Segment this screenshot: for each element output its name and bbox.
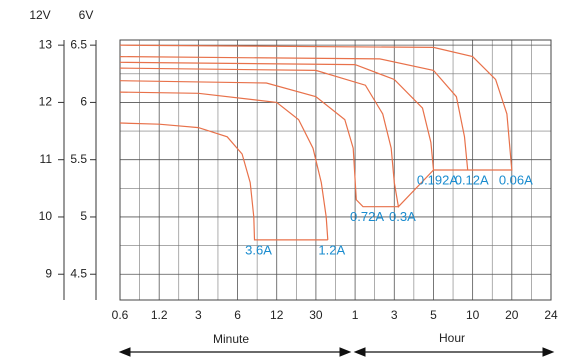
discharge-curve — [119, 67, 434, 208]
discharge-curve — [119, 44, 513, 171]
y2-tick-label: 12 — [39, 95, 53, 109]
y-tick-label: 4.5 — [70, 266, 87, 280]
hour-label: Hour — [439, 331, 465, 345]
x-tick-label: 3 — [195, 308, 202, 322]
x-tick-label: 12 — [270, 308, 284, 322]
series-label: 0.12A — [455, 172, 489, 187]
x-tick-label: 10 — [466, 308, 480, 322]
discharge-curve — [119, 91, 329, 240]
series-label: 0.06A — [499, 172, 533, 187]
y-tick-label: 5.5 — [70, 152, 87, 166]
plot-border — [119, 39, 552, 301]
x-tick-label: 24 — [544, 308, 558, 322]
x-tick-label: 30 — [309, 308, 323, 322]
series-label: 3.6A — [245, 242, 272, 257]
range-arrows — [118, 347, 555, 357]
series-label: 0.3A — [389, 209, 416, 224]
y2-tick-label: 10 — [39, 209, 53, 223]
x-tick-label: 3 — [391, 308, 398, 322]
x-tick-label: 6 — [234, 308, 241, 322]
y2-tick-label: 9 — [45, 266, 52, 280]
x-tick-label: 1.2 — [151, 308, 168, 322]
x-tick-label: 0.6 — [112, 308, 129, 322]
discharge-curve — [119, 61, 435, 171]
discharge-curve — [119, 80, 399, 208]
y-unit-label: 6V — [79, 8, 94, 22]
y2-tick-label: 11 — [40, 152, 53, 166]
series-label: 0.192A — [417, 172, 459, 187]
series-label: 0.72A — [350, 209, 384, 224]
minute-label: Minute — [213, 332, 249, 346]
discharge-curve — [119, 122, 328, 241]
series-label: 1.2A — [318, 242, 345, 257]
y2-unit-label: 12V — [29, 8, 50, 22]
y-tick-label: 6 — [80, 95, 87, 109]
y-tick-label: 5 — [80, 209, 87, 223]
discharge-curve — [119, 56, 469, 171]
y2-tick-label: 13 — [39, 37, 53, 51]
y-tick-label: 6.5 — [70, 37, 87, 51]
x-tick-label: 20 — [505, 308, 519, 322]
x-tick-label: 5 — [430, 308, 437, 322]
x-tick-label: 1 — [352, 308, 359, 322]
